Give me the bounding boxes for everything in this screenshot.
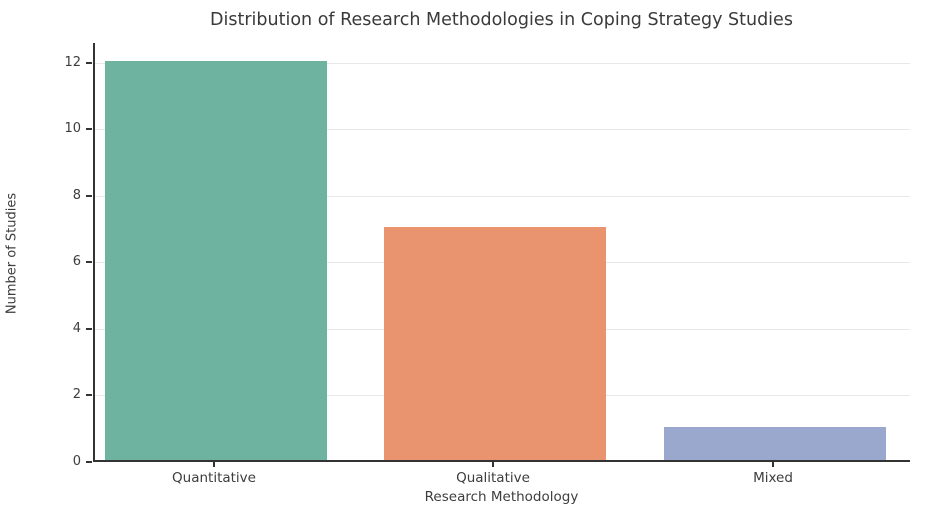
y-tick-mark-0 [86, 461, 92, 463]
x-tick-mark-quantitative [213, 462, 215, 467]
gridline-y10 [95, 129, 910, 131]
y-tick-label-10: 10 [64, 121, 81, 137]
y-tick-mark-2 [86, 394, 92, 397]
y-tick-label-8: 8 [72, 187, 81, 203]
bar-mixed [664, 426, 886, 460]
x-tick-label-quantitative: Quantitative [172, 470, 256, 486]
gridline-y8 [95, 195, 910, 197]
y-tick-mark-6 [86, 261, 92, 264]
y-tick-label-12: 12 [64, 54, 81, 70]
gridline-y12 [95, 62, 910, 64]
y-tick-mark-8 [86, 194, 92, 197]
y-tick-label-0: 0 [72, 454, 81, 469]
bar-qualitative [384, 227, 606, 460]
x-tick-mark-mixed [772, 462, 774, 467]
bar-quantitative [105, 60, 327, 460]
chart-title: Distribution of Research Methodologies i… [210, 10, 793, 30]
y-tick-label-2: 2 [72, 387, 81, 403]
plot-area [93, 43, 910, 462]
y-tick-label-4: 4 [72, 320, 81, 336]
x-tick-label-mixed: Mixed [753, 470, 793, 486]
x-tick-label-qualitative: Qualitative [456, 470, 530, 486]
y-tick-mark-4 [86, 327, 92, 330]
y-axis-label: Number of Studies [4, 192, 20, 315]
x-tick-mark-qualitative [492, 462, 494, 467]
y-tick-mark-12 [86, 61, 92, 64]
x-axis-label: Research Methodology [424, 489, 579, 505]
y-tick-label-6: 6 [72, 254, 81, 270]
y-tick-mark-10 [86, 128, 92, 131]
